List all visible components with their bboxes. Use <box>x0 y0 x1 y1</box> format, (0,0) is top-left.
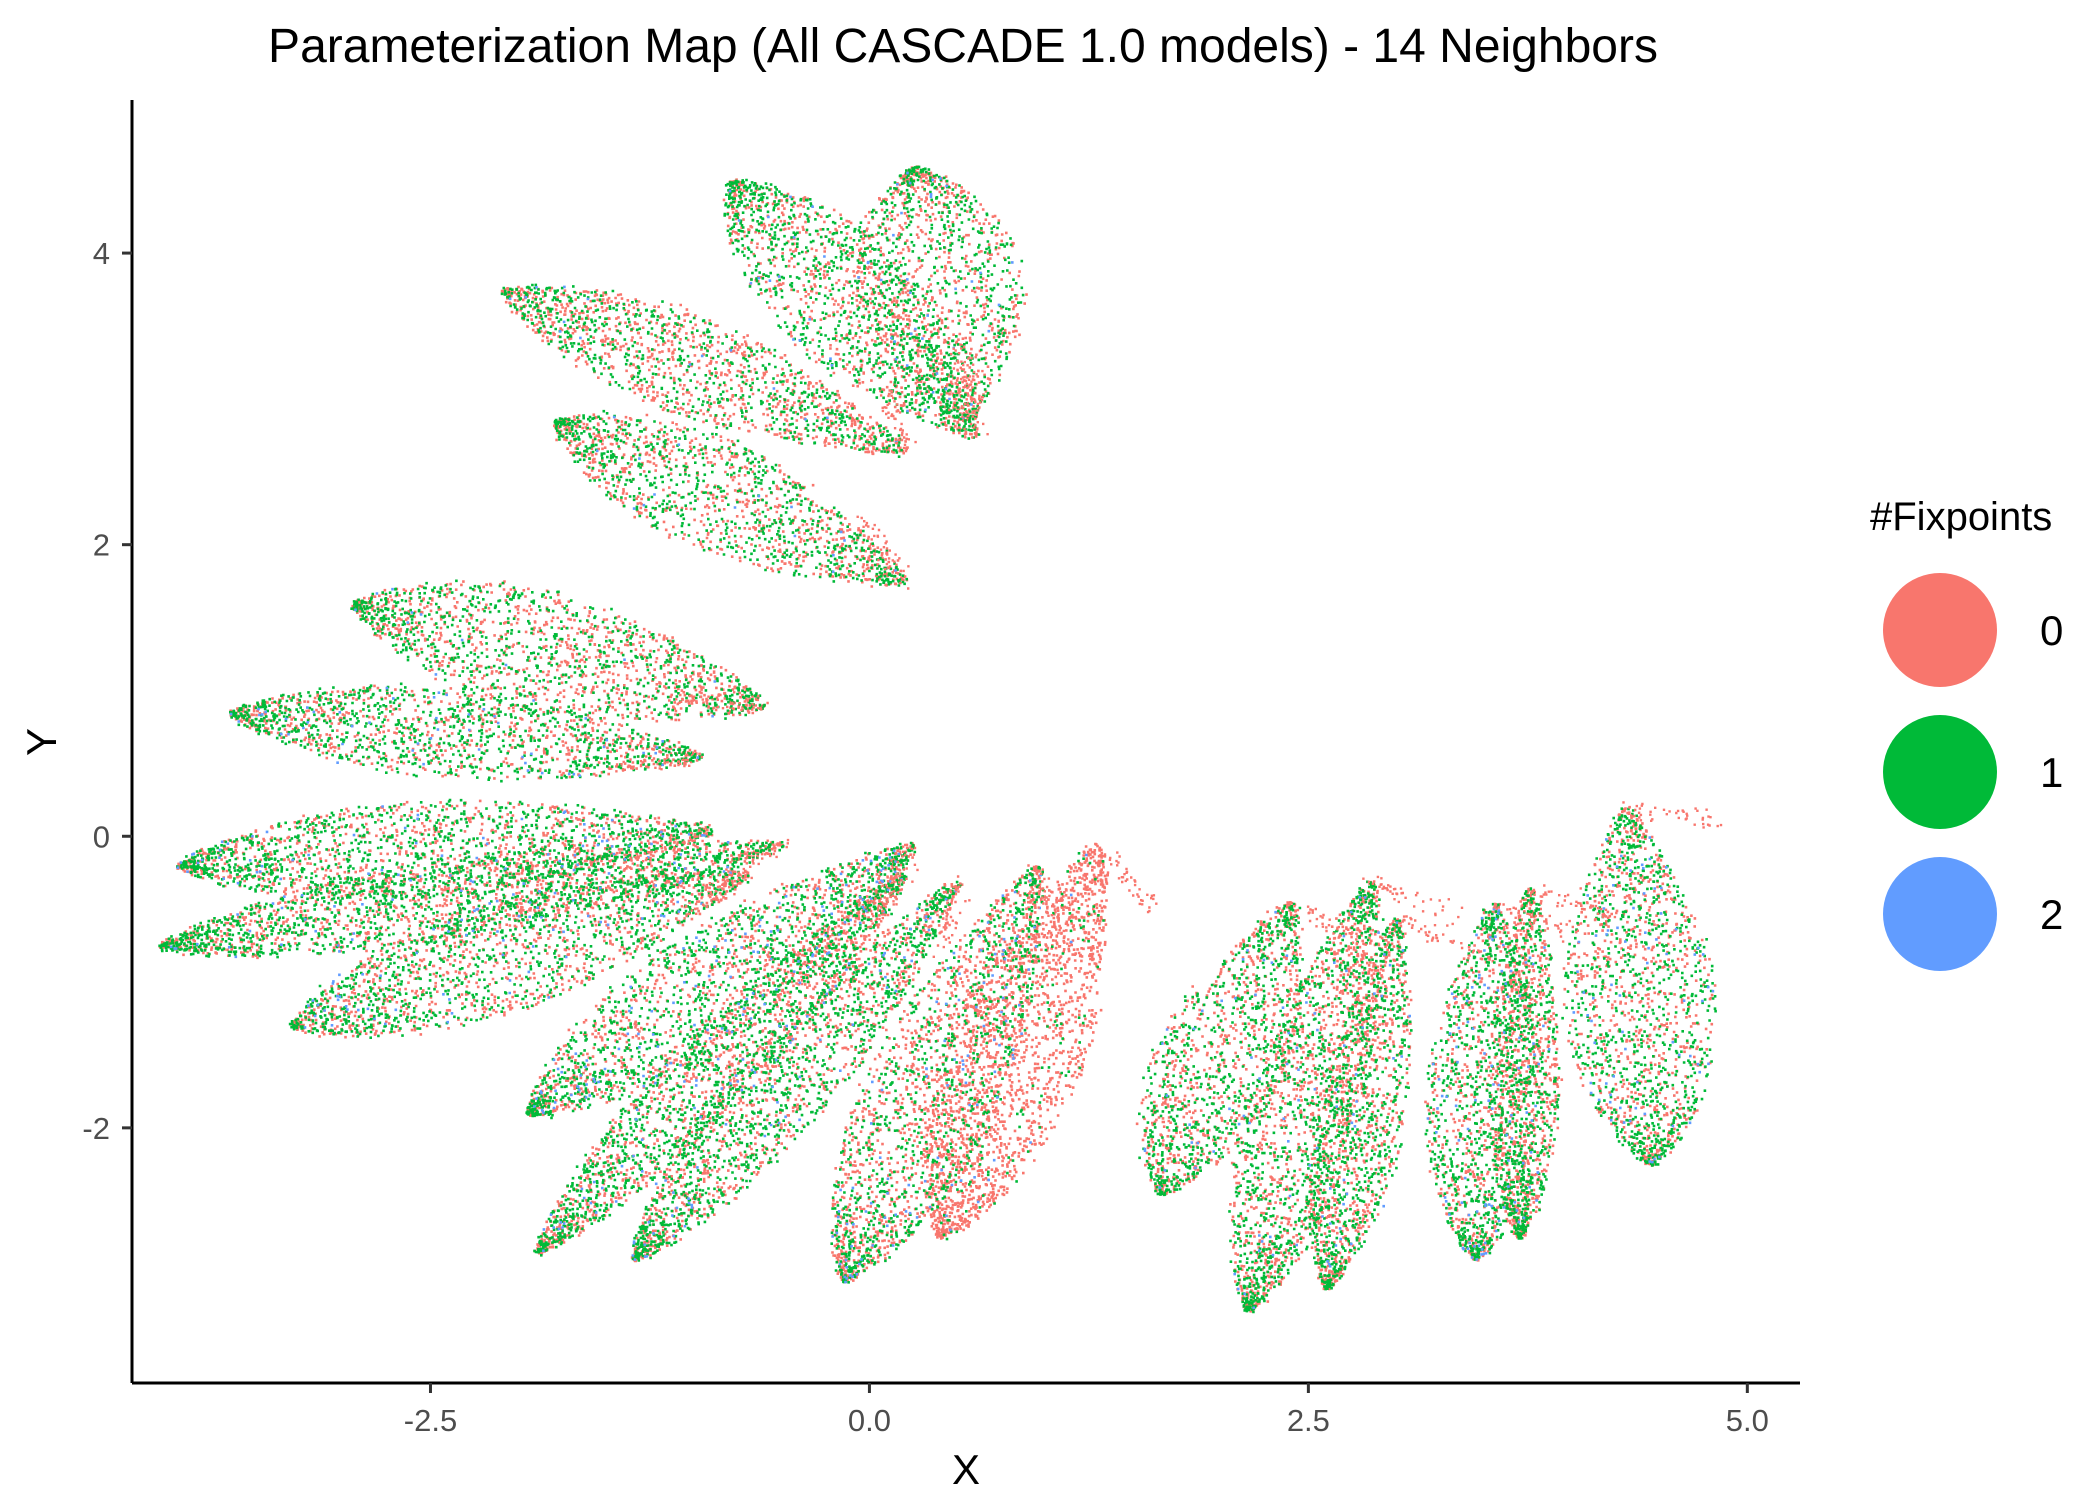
cluster-1-fixpoints-1-points <box>850 165 1025 423</box>
x-tick-label: 0.0 <box>848 1403 891 1438</box>
series-0-points <box>158 165 1717 1313</box>
cluster-5-fixpoints-0-points <box>351 580 766 723</box>
cluster-2-fixpoints-1-points <box>723 178 981 440</box>
y-tick-label: 0 <box>93 819 110 854</box>
cluster-7-fixpoints-2-points <box>176 805 707 885</box>
series-1-points <box>158 165 1717 1314</box>
cluster-9-fixpoints-0-points <box>290 865 750 1039</box>
cluster-11-fixpoints-1-points <box>533 872 908 1257</box>
plot-area <box>158 165 1723 1314</box>
legend-entries: 0 1 2 <box>1883 573 2063 971</box>
cluster-17-fixpoints-1-points <box>1304 917 1413 1291</box>
legend-label-0: 0 <box>2040 607 2063 654</box>
cluster-18-fixpoints-2-points <box>1426 907 1534 1261</box>
y-ticks: -2 0 2 4 <box>82 236 132 1146</box>
cluster-17-fixpoints-0-points <box>1305 918 1413 1291</box>
cluster-8-fixpoints-1-points <box>158 840 785 959</box>
x-tick-label: -2.5 <box>404 1403 457 1438</box>
cluster-19-fixpoints-0-points <box>1486 888 1564 1240</box>
legend-key-2 <box>1883 857 1997 971</box>
x-axis-title: X <box>952 1446 980 1493</box>
cluster-7-fixpoints-1-points <box>176 798 714 900</box>
cluster-2-fixpoints-0-points <box>722 178 979 438</box>
cluster-8-fixpoints-0-points <box>158 839 785 960</box>
x-tick-label: 5.0 <box>1726 1403 1769 1438</box>
cluster-16-fixpoints-1-points <box>1228 880 1385 1314</box>
cluster-18-fixpoints-1-points <box>1424 902 1544 1261</box>
y-tick-label: -2 <box>82 1111 110 1146</box>
cluster-16-fixpoints-0-points <box>1229 880 1383 1313</box>
x-tick-label: 2.5 <box>1287 1403 1330 1438</box>
cluster-5-fixpoints-2-points <box>354 587 717 718</box>
x-ticks: -2.5 0.0 2.5 5.0 <box>404 1383 1769 1438</box>
legend-title: #Fixpoints <box>1870 495 2052 539</box>
cluster-6-fixpoints-1-points <box>229 682 704 783</box>
cluster-3-fixpoints-0-points <box>500 285 909 456</box>
y-tick-label: 2 <box>93 528 110 563</box>
legend-label-1: 1 <box>2040 749 2063 796</box>
legend: #Fixpoints 0 1 2 <box>1870 495 2063 971</box>
y-tick-label: 4 <box>93 236 110 271</box>
cluster-4-fixpoints-0-points <box>553 413 909 588</box>
chart-title: Parameterization Map (All CASCADE 1.0 mo… <box>268 20 1658 73</box>
cluster-20-fixpoints-0-points <box>1562 807 1717 1167</box>
cluster-18-fixpoints-0-points <box>1424 902 1545 1262</box>
cluster-12-fixpoints-0-points <box>630 883 964 1263</box>
cluster-15-fixpoints-0-points <box>1135 901 1304 1196</box>
legend-key-1 <box>1883 715 1997 829</box>
cluster-10-fixpoints-1-points <box>525 841 917 1120</box>
cluster-13-fixpoints-1-points <box>830 865 1045 1284</box>
series-2-points <box>169 171 1715 1310</box>
cluster-20-fixpoints-1-points <box>1561 807 1717 1167</box>
y-axis-title: Y <box>18 728 65 756</box>
cluster-19-fixpoints-1-points <box>1487 887 1561 1240</box>
cluster-15-fixpoints-1-points <box>1138 902 1304 1197</box>
cluster-12-fixpoints-1-points <box>631 880 962 1262</box>
legend-label-2: 2 <box>2040 891 2063 938</box>
legend-key-0 <box>1883 573 1997 687</box>
